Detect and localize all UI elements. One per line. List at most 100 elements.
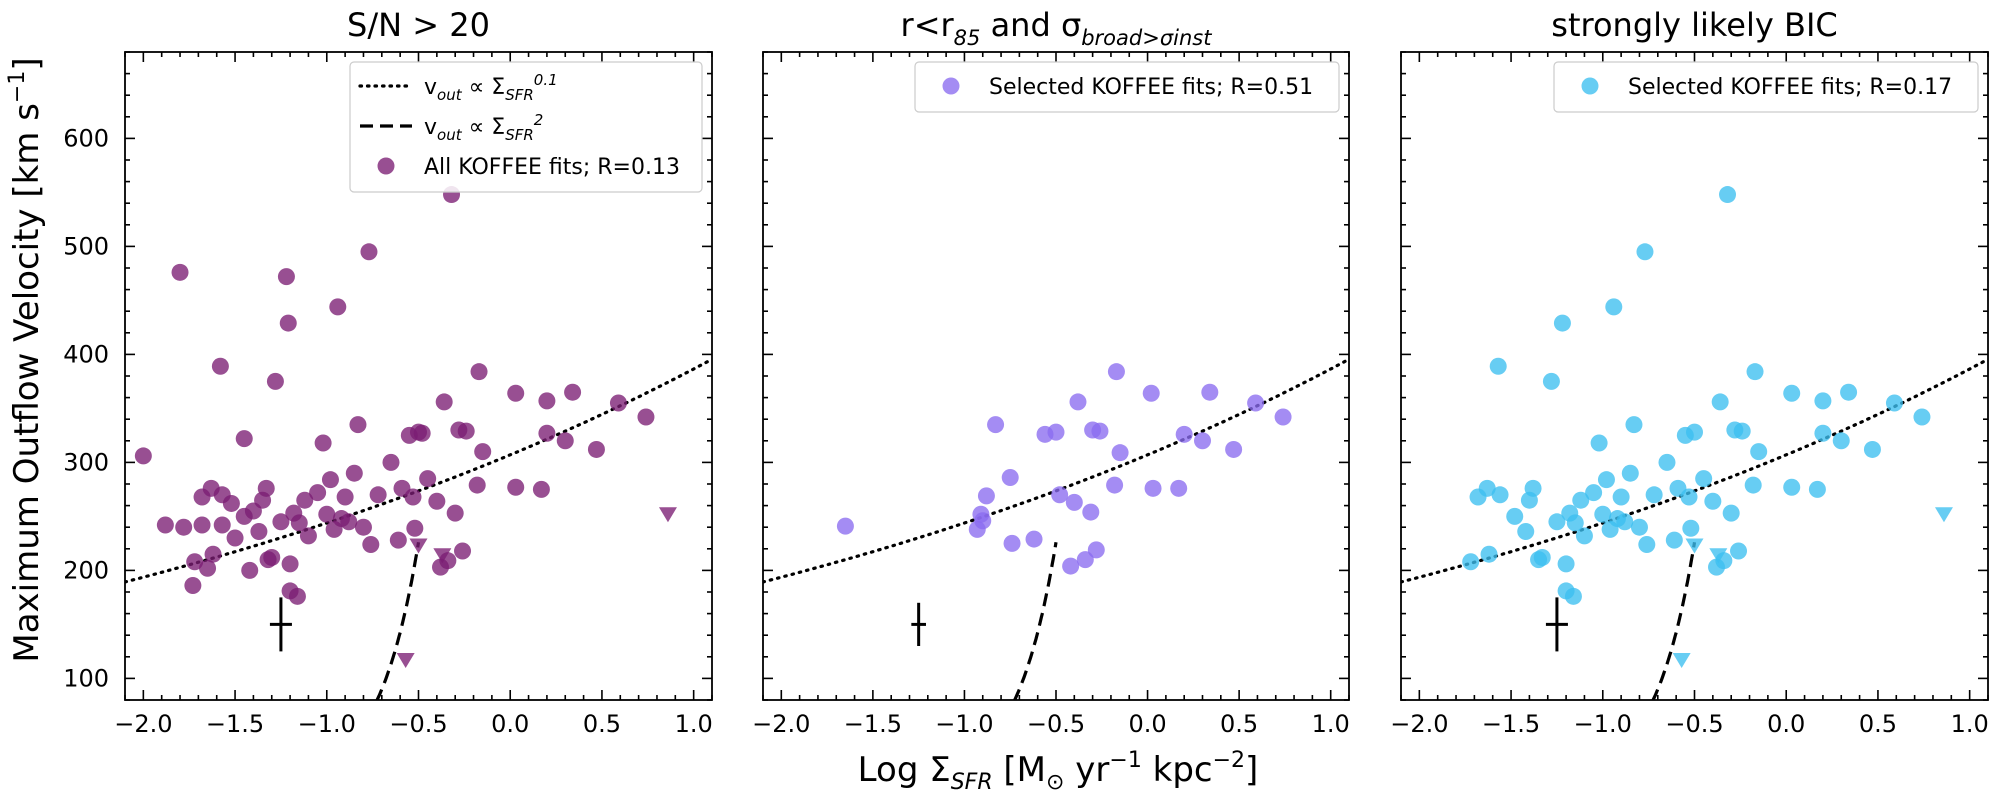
data-point bbox=[314, 434, 332, 452]
data-point bbox=[354, 518, 372, 536]
data-point bbox=[1885, 394, 1903, 412]
data-point bbox=[538, 392, 556, 410]
scatter-points bbox=[1462, 186, 1953, 669]
x-tick-label: −0.5 bbox=[389, 710, 447, 738]
shared-y-axis-label: Maximum Outflow Velocity [km s−1] bbox=[5, 57, 47, 662]
data-point bbox=[1636, 243, 1654, 261]
data-point bbox=[360, 243, 378, 261]
data-point bbox=[470, 363, 488, 381]
data-point bbox=[507, 384, 525, 402]
panel-title: S/N > 20 bbox=[347, 6, 490, 44]
data-point bbox=[1913, 408, 1931, 426]
x-tick-label: −0.5 bbox=[1665, 710, 1723, 738]
data-point bbox=[556, 432, 574, 450]
x-tick-label: −1.0 bbox=[1574, 710, 1632, 738]
legend-label: Selected KOFFEE fits; R=0.51 bbox=[989, 75, 1313, 100]
data-point bbox=[272, 513, 290, 531]
data-point bbox=[241, 561, 259, 579]
data-point bbox=[1566, 514, 1584, 532]
data-point bbox=[564, 383, 582, 401]
x-tick-label: −2.0 bbox=[1390, 710, 1448, 738]
legend-label: vout ∝ ΣSFR0.1 bbox=[424, 71, 558, 104]
data-point bbox=[1082, 503, 1100, 521]
data-point bbox=[1225, 440, 1243, 458]
data-point bbox=[1001, 469, 1019, 487]
x-tick-label: 0.0 bbox=[491, 710, 529, 738]
x-tick-label: −1.0 bbox=[935, 710, 993, 738]
data-point bbox=[1575, 527, 1593, 545]
data-point bbox=[1840, 383, 1858, 401]
data-point bbox=[468, 476, 486, 494]
data-point bbox=[186, 553, 204, 571]
x-tick-label: 1.0 bbox=[1312, 710, 1350, 738]
data-point bbox=[193, 516, 211, 534]
x-tick-label: 0.0 bbox=[1767, 710, 1805, 738]
data-point bbox=[1491, 486, 1509, 504]
plot-frame bbox=[124, 51, 713, 701]
data-point bbox=[349, 416, 367, 434]
data-point bbox=[277, 268, 295, 286]
data-point bbox=[235, 430, 253, 448]
data-point bbox=[211, 357, 229, 375]
data-point bbox=[222, 494, 240, 512]
data-point bbox=[538, 424, 556, 442]
data-point bbox=[1612, 488, 1630, 506]
data-point bbox=[587, 440, 605, 458]
data-point bbox=[299, 527, 317, 545]
y-tick-label: 100 bbox=[63, 664, 109, 692]
data-point bbox=[1711, 393, 1729, 411]
data-point bbox=[974, 512, 992, 530]
data-point bbox=[1658, 453, 1676, 471]
x-tick-label: −2.0 bbox=[752, 710, 810, 738]
upper-limit-marker bbox=[1685, 538, 1704, 554]
data-point bbox=[1695, 470, 1713, 488]
data-point bbox=[1478, 479, 1496, 497]
data-point bbox=[1750, 443, 1768, 461]
data-point bbox=[1175, 425, 1193, 443]
data-point bbox=[1480, 545, 1498, 563]
data-point bbox=[413, 424, 431, 442]
legend-label: Selected KOFFEE fits; R=0.17 bbox=[1628, 75, 1952, 100]
data-point bbox=[1605, 298, 1623, 316]
x-tick-label: 0.5 bbox=[1220, 710, 1258, 738]
data-point bbox=[369, 486, 387, 504]
data-point bbox=[1274, 408, 1292, 426]
upper-limit-marker bbox=[1672, 653, 1691, 669]
data-point bbox=[309, 484, 327, 502]
y-tick-label: 400 bbox=[63, 340, 109, 368]
data-point bbox=[1170, 479, 1188, 497]
data-point bbox=[1680, 488, 1698, 506]
data-point bbox=[1733, 422, 1751, 440]
upper-limit-marker bbox=[658, 507, 677, 523]
data-point bbox=[532, 480, 550, 498]
data-point bbox=[1808, 480, 1826, 498]
data-point bbox=[1194, 432, 1211, 450]
data-point bbox=[156, 516, 174, 534]
data-point bbox=[836, 517, 854, 535]
data-point bbox=[1730, 542, 1748, 560]
data-point bbox=[1783, 384, 1801, 402]
data-point bbox=[250, 523, 268, 541]
data-point bbox=[977, 487, 995, 505]
upper-limit-marker bbox=[1934, 507, 1953, 523]
data-point bbox=[1746, 363, 1764, 381]
data-point bbox=[1548, 513, 1566, 531]
error-bar bbox=[911, 602, 926, 646]
error-bar bbox=[1545, 597, 1568, 652]
legend-marker-handle bbox=[1581, 77, 1599, 95]
data-point bbox=[389, 531, 407, 549]
data-point bbox=[609, 394, 627, 412]
data-point bbox=[1553, 314, 1571, 332]
data-point bbox=[1625, 416, 1643, 434]
svg-text:Maximum Outflow Velocity [km s: Maximum Outflow Velocity [km s−1] bbox=[5, 57, 47, 662]
data-point bbox=[362, 535, 380, 553]
data-point bbox=[1517, 523, 1535, 541]
data-point bbox=[1087, 541, 1105, 559]
svg-text:Log ΣSFR [M⊙ yr−1 kpc−2]: Log ΣSFR [M⊙ yr−1 kpc−2] bbox=[858, 748, 1259, 795]
x-tick-label: −1.5 bbox=[206, 710, 264, 738]
data-point bbox=[296, 491, 314, 509]
data-point bbox=[987, 416, 1005, 434]
data-point bbox=[1814, 424, 1832, 442]
data-point bbox=[382, 453, 400, 471]
data-point bbox=[1142, 384, 1160, 402]
